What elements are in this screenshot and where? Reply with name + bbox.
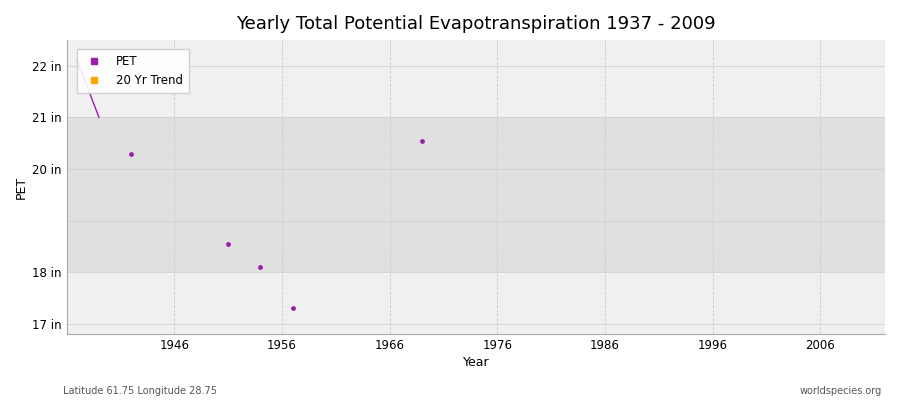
Y-axis label: PET: PET xyxy=(15,176,28,199)
Text: worldspecies.org: worldspecies.org xyxy=(800,386,882,396)
Point xyxy=(415,138,429,144)
X-axis label: Year: Year xyxy=(463,356,489,369)
Point xyxy=(253,264,267,270)
Bar xyxy=(67,272,885,334)
Point xyxy=(285,305,300,311)
Bar xyxy=(67,40,885,118)
Legend: PET, 20 Yr Trend: PET, 20 Yr Trend xyxy=(76,49,188,93)
Point xyxy=(124,150,139,157)
Point xyxy=(221,240,236,247)
Title: Yearly Total Potential Evapotranspiration 1937 - 2009: Yearly Total Potential Evapotranspiratio… xyxy=(236,15,716,33)
Text: Latitude 61.75 Longitude 28.75: Latitude 61.75 Longitude 28.75 xyxy=(63,386,217,396)
Bar xyxy=(67,118,885,272)
